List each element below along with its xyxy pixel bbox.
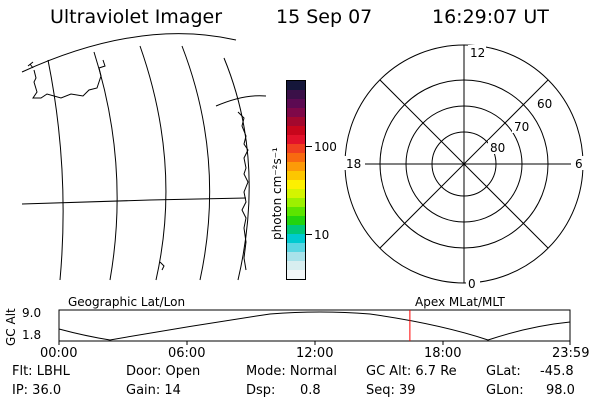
colorbar-band — [287, 126, 305, 135]
mode-status: Mode: Normal — [246, 364, 337, 379]
map-longitude-line — [47, 59, 64, 281]
colorbar-band — [287, 243, 305, 252]
colorbar-band — [287, 153, 305, 162]
colorbar-tick — [306, 234, 312, 235]
polar-diagonal — [379, 79, 549, 249]
polar-ring-outer — [344, 44, 584, 284]
map-longitude-line — [223, 57, 250, 281]
gain-status: Gain: 14 — [126, 383, 181, 398]
colorbar-band — [287, 162, 305, 171]
coastline — [159, 261, 165, 271]
colorbar-band — [287, 171, 305, 180]
lat-label-80: 80 — [490, 141, 506, 155]
orbit-left-title: Geographic Lat/Lon — [68, 295, 186, 309]
orbit-y-tick: 1.8 — [22, 328, 42, 342]
orbit-axis-label: GC Alt — [4, 308, 18, 346]
colorbar-tick-label: 100 — [314, 140, 337, 154]
polar-ring-70 — [405, 105, 523, 223]
date-label: 15 Sep 07 — [276, 6, 373, 28]
mlt-label-12: 12 — [470, 46, 486, 60]
mlt-label-0: 0 — [468, 277, 476, 291]
map-longitude-line — [93, 51, 118, 281]
colorbar-tick-label: 10 — [314, 228, 330, 242]
colorbar-band — [287, 216, 305, 225]
colorbar-band — [287, 198, 305, 207]
ip-status: IP: 36.0 — [12, 383, 62, 398]
map-latitude-line — [21, 197, 247, 205]
lat-label-70: 70 — [514, 120, 530, 134]
glat-label: GLat: — [486, 364, 521, 379]
map-longitude-line — [181, 45, 211, 281]
colorbar-band — [287, 189, 305, 198]
orbit-x-tick-label: 18:00 — [424, 346, 462, 361]
colorbar-tick — [306, 146, 312, 147]
colorbar-band — [287, 108, 305, 117]
dsp-value: 0.8 — [300, 383, 321, 398]
colorbar-band — [287, 81, 305, 90]
colorbar-band — [287, 207, 305, 216]
lat-label-60: 60 — [537, 97, 553, 111]
glon-value: 98.0 — [546, 383, 575, 398]
colorbar-band — [287, 270, 305, 279]
polar-ring-60 — [379, 79, 549, 249]
orbit-x-tick-label: 12:00 — [296, 346, 334, 361]
mlt-label-18: 18 — [346, 157, 362, 171]
orbit-frame — [58, 309, 571, 342]
colorbar-band — [287, 225, 305, 234]
map-latitude-arc — [21, 33, 237, 73]
colorbar-band — [287, 180, 305, 189]
colorbar-band — [287, 99, 305, 108]
door-status: Door: Open — [126, 364, 201, 379]
mlt-label-6: 6 — [575, 157, 583, 171]
colorbar-band — [287, 252, 305, 261]
colorbar — [286, 80, 306, 280]
coastline — [27, 59, 106, 99]
colorbar-band — [287, 135, 305, 144]
map-latitude-arc — [215, 95, 267, 107]
colorbar-band — [287, 261, 305, 270]
dsp-label: Dsp: — [246, 383, 276, 398]
coastline — [237, 111, 249, 271]
gc-alt-status: GC Alt: 6.7 Re — [366, 364, 457, 379]
orbit-y-tick: 9.0 — [22, 306, 42, 320]
map-longitude-line — [139, 45, 167, 281]
glon-label: GLon: — [486, 383, 524, 398]
orbit-right-title: Apex MLat/MLT — [415, 295, 505, 309]
orbit-altitude-curve — [58, 311, 571, 341]
instrument-title: Ultraviolet Imager — [50, 6, 223, 28]
glat-value: -45.8 — [540, 364, 574, 379]
colorbar-band — [287, 144, 305, 153]
polar-diagonal — [379, 79, 549, 249]
filter-status: Flt: LBHL — [12, 364, 70, 379]
orbit-x-tick-label: 23:59 — [552, 346, 590, 361]
polar-ring-80 — [431, 131, 497, 197]
colorbar-band — [287, 234, 305, 243]
seq-status: Seq: 39 — [366, 383, 416, 398]
colorbar-band — [287, 90, 305, 99]
orbit-x-tick-label: 00:00 — [40, 346, 78, 361]
time-label: 16:29:07 UT — [432, 6, 549, 28]
colorbar-unit-label: photon cm⁻²s⁻¹ — [270, 147, 284, 240]
orbit-x-tick-label: 06:00 — [168, 346, 206, 361]
colorbar-band — [287, 117, 305, 126]
